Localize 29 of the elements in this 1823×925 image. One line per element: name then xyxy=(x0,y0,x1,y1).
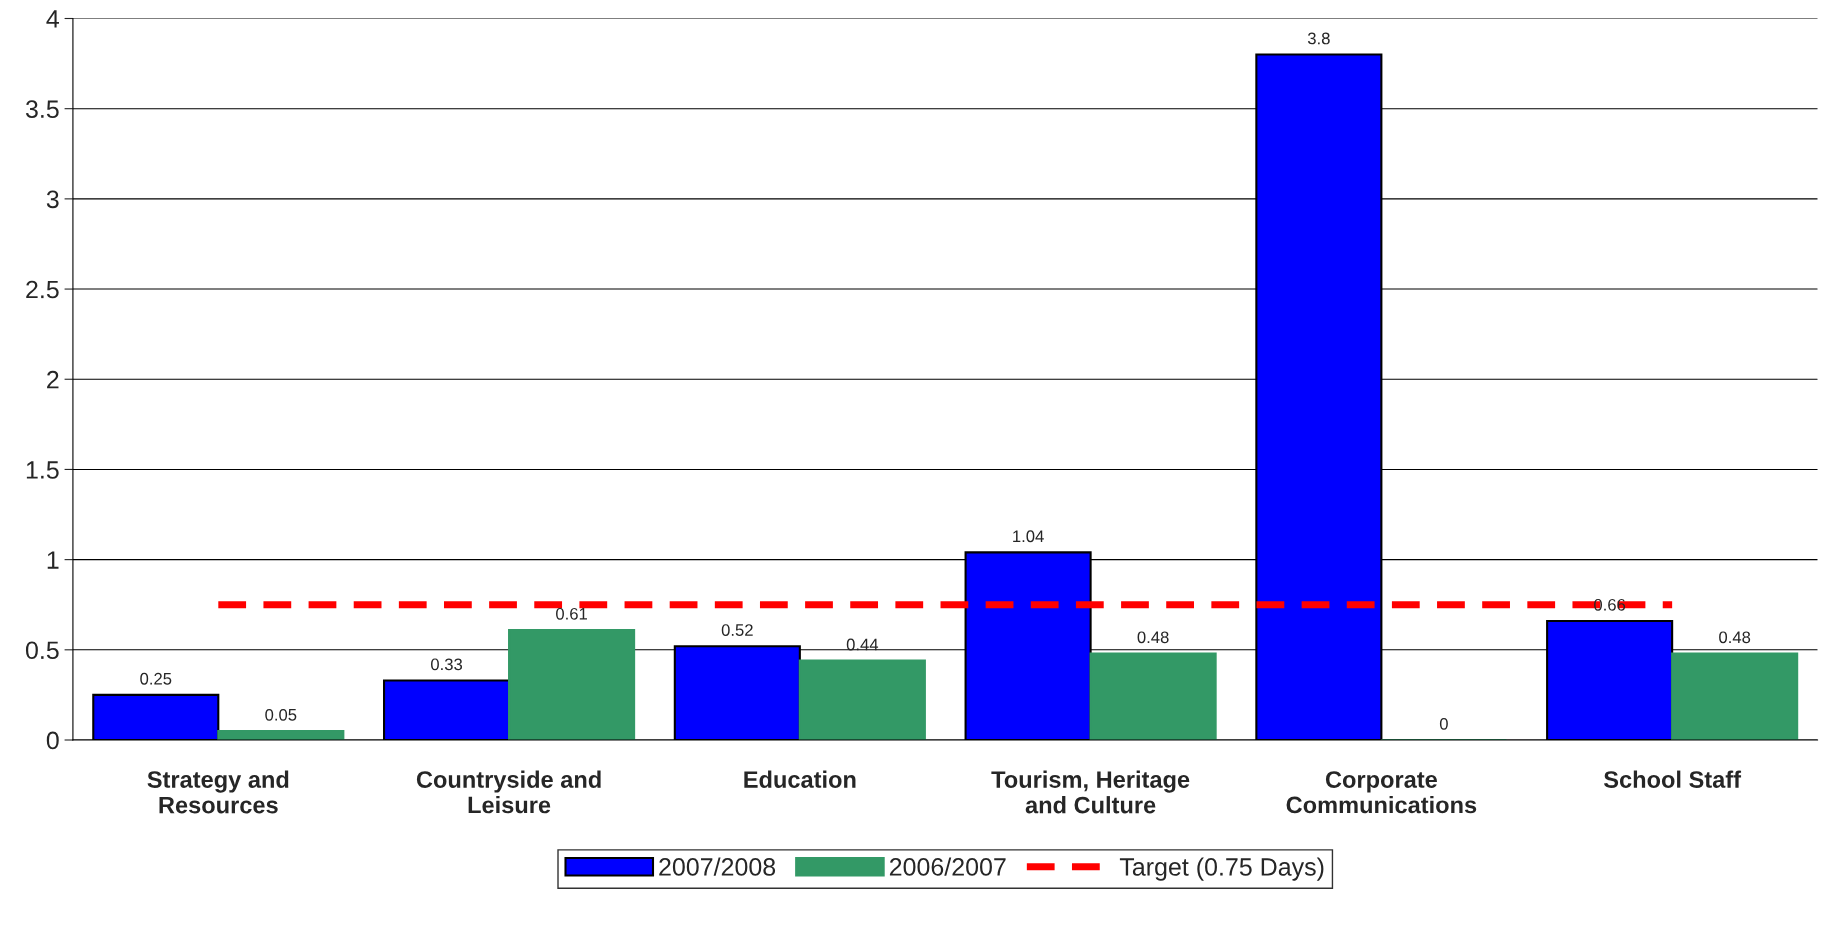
data-label: 0.52 xyxy=(721,624,753,636)
data-label: 0.33 xyxy=(430,658,463,671)
y-tick-label: 0 xyxy=(46,731,59,750)
data-label: 0 xyxy=(1439,717,1448,730)
x-tick-label: Countryside and Leisure xyxy=(416,770,601,814)
y-tick-label: 0.5 xyxy=(25,641,59,660)
y-tick-label: 1 xyxy=(47,551,59,569)
legend-label: 2007/2008 xyxy=(659,857,776,876)
data-label: 0.61 xyxy=(556,607,587,620)
y-tick-label: 3 xyxy=(46,190,59,209)
y-tick-label: 3.5 xyxy=(25,100,59,118)
x-tick-label: Corporate Communications xyxy=(1286,771,1477,814)
legend-label: Target (0.75 Days) xyxy=(1119,857,1324,881)
data-label: 3.8 xyxy=(1307,32,1330,45)
data-label: 1.04 xyxy=(1013,530,1044,543)
x-tick-label: Education xyxy=(744,770,856,788)
data-label: 0.25 xyxy=(140,672,172,685)
y-tick-label: 1.5 xyxy=(26,461,59,479)
data-label: 0.48 xyxy=(1137,631,1169,644)
data-label: 0.44 xyxy=(846,638,879,651)
y-tick-label: 2.5 xyxy=(26,280,59,299)
y-tick-label: 4 xyxy=(46,10,59,28)
x-tick-label: School Staff xyxy=(1603,770,1742,788)
y-tick-label: 2 xyxy=(47,370,59,389)
data-label: 0.48 xyxy=(1719,631,1751,644)
data-label: 0.05 xyxy=(265,708,297,721)
legend-label: 2006/2007 xyxy=(889,857,1006,876)
x-tick-label: Strategy and Resources xyxy=(147,770,289,814)
x-tick-label: Tourism, Heritage and Culture xyxy=(991,770,1190,814)
